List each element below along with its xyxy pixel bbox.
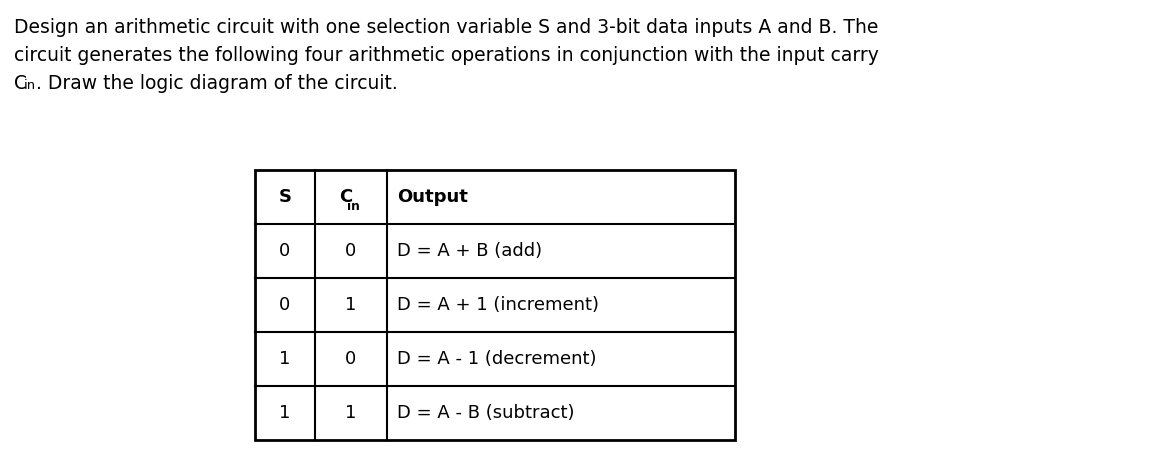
Text: in: in	[23, 79, 36, 92]
Text: 0: 0	[280, 242, 291, 260]
Text: 1: 1	[280, 404, 291, 422]
Text: Output: Output	[397, 188, 468, 206]
Text: 1: 1	[280, 350, 291, 368]
Text: 0: 0	[345, 350, 357, 368]
Text: 0: 0	[280, 296, 291, 314]
Text: . Draw the logic diagram of the circuit.: . Draw the logic diagram of the circuit.	[36, 74, 397, 93]
Text: C: C	[340, 188, 352, 206]
Text: 0: 0	[345, 242, 357, 260]
Text: Design an arithmetic circuit with one selection variable S and 3-bit data inputs: Design an arithmetic circuit with one se…	[14, 18, 878, 37]
Text: D = A - B (subtract): D = A - B (subtract)	[397, 404, 574, 422]
Bar	[255, 170, 735, 440]
Text: circuit generates the following four arithmetic operations in conjunction with t: circuit generates the following four ari…	[14, 46, 879, 65]
Text: 1: 1	[345, 404, 357, 422]
Text: S: S	[278, 188, 291, 206]
Text: D = A + B (add): D = A + B (add)	[397, 242, 542, 260]
Text: C: C	[14, 74, 27, 93]
Text: D = A + 1 (increment): D = A + 1 (increment)	[397, 296, 599, 314]
Text: in: in	[346, 200, 359, 213]
Text: 1: 1	[345, 296, 357, 314]
Text: D = A - 1 (decrement): D = A - 1 (decrement)	[397, 350, 596, 368]
